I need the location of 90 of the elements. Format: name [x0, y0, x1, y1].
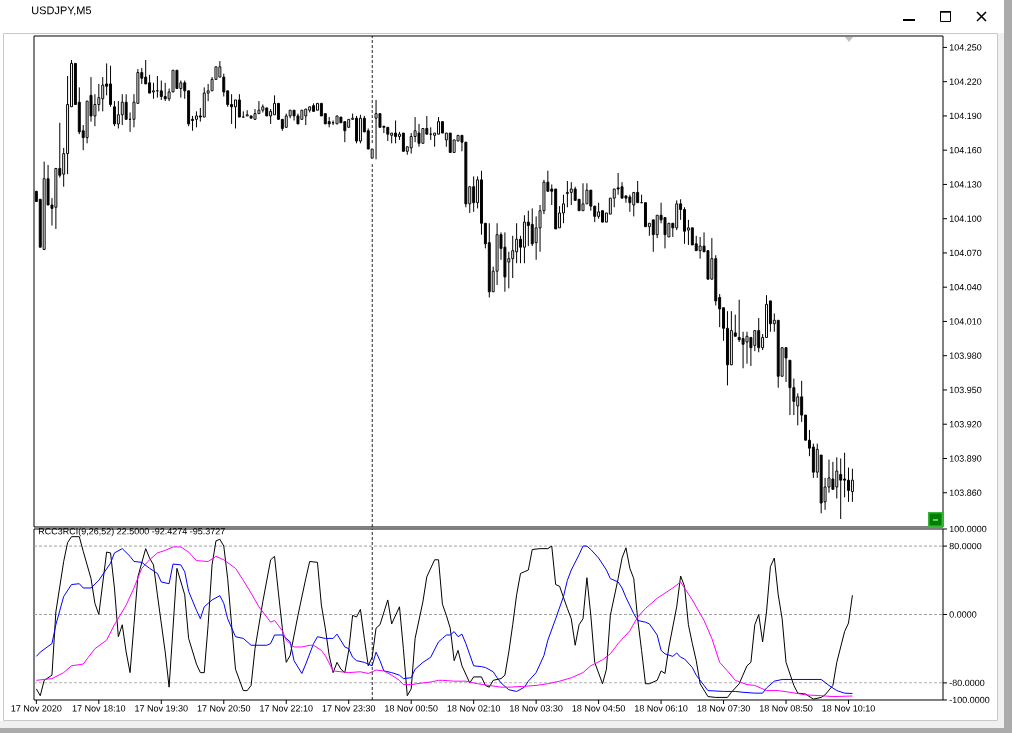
candlestick: [632, 191, 636, 217]
y-tick-label: 104.160: [949, 146, 982, 154]
x-tick-label: 18 Nov 02:10: [447, 705, 501, 712]
candlestick: [643, 202, 647, 228]
candlestick: [601, 210, 604, 223]
candlestick: [843, 452, 847, 498]
candlestick: [651, 219, 655, 253]
candlestick: [776, 319, 780, 389]
x-tick-label: 17 Nov 20:50: [197, 705, 251, 712]
candlestick: [565, 180, 569, 208]
candlestick: [421, 127, 425, 144]
candlestick: [847, 467, 850, 503]
candlestick: [292, 109, 296, 121]
y-tick-label: 104.070: [949, 249, 982, 257]
candlestick: [729, 310, 733, 366]
candlestick: [655, 214, 659, 239]
candlestick: [725, 310, 729, 386]
y-tick-label: -100.0000: [949, 696, 990, 704]
candlestick: [230, 93, 234, 125]
x-tick-label: 17 Nov 22:10: [260, 705, 313, 712]
y-tick-label: 104.100: [949, 215, 982, 222]
candlestick: [526, 210, 530, 247]
candlestick: [503, 231, 507, 293]
candlestick: [448, 132, 452, 153]
candlestick: [265, 107, 269, 117]
x-tick-label: 17 Nov 19:30: [135, 705, 188, 712]
y-tick-label: 103.950: [949, 386, 982, 394]
y-tick-label: 103.920: [949, 421, 982, 428]
chart-title: RCC3RCI(9,26,52) 22.5000 -92.4274 -95.3727: [38, 527, 225, 537]
candlestick: [312, 102, 316, 112]
candlestick: [616, 172, 620, 196]
candlestick: [249, 115, 253, 119]
candlestick: [698, 236, 702, 260]
candlestick: [628, 194, 632, 213]
candlestick: [335, 115, 339, 125]
candlestick: [124, 93, 128, 120]
candlestick: [54, 167, 58, 230]
candlestick: [93, 93, 97, 127]
candlestick: [273, 94, 277, 116]
candlestick: [120, 93, 124, 126]
candlestick: [741, 331, 745, 369]
candlestick: [417, 123, 421, 148]
x-tick-label: 18 Nov 07:30: [697, 705, 750, 712]
candlestick: [737, 299, 741, 343]
y-tick-label: 104.040: [949, 284, 982, 291]
x-tick-label: 18 Nov 00:50: [385, 705, 438, 712]
candlestick: [554, 188, 558, 230]
candlestick: [675, 199, 679, 231]
candlestick: [515, 222, 519, 264]
candlestick: [835, 456, 839, 499]
y-tick-label: 104.250: [949, 44, 982, 51]
candlestick: [42, 161, 46, 251]
y-tick-label: 103.890: [949, 455, 982, 462]
candlestick: [253, 108, 257, 120]
y-tick-label: -80.0000: [949, 679, 985, 687]
candlestick: [234, 99, 237, 129]
x-tick-label: 17 Nov 23:30: [322, 705, 376, 712]
candlestick: [850, 468, 854, 503]
candlestick: [511, 235, 515, 279]
y-tick-label: 0.0000: [949, 611, 977, 618]
candlestick: [663, 217, 667, 249]
y-tick-label: 104.010: [949, 318, 982, 325]
y-tick-label: 104.190: [949, 112, 982, 120]
x-tick-label: 18 Nov 03:30: [510, 705, 563, 712]
x-tick-label: 18 Nov 08:50: [759, 705, 813, 712]
candlestick: [175, 69, 179, 90]
x-tick-label: 18 Nov 04:50: [572, 705, 626, 712]
candlestick: [745, 331, 749, 365]
candlestick: [163, 82, 167, 102]
candlestick: [159, 80, 163, 101]
x-tick-label: 17 Nov 18:10: [72, 705, 126, 712]
y-tick-label: 103.860: [949, 489, 982, 496]
y-tick-label: 100.0000: [949, 525, 987, 533]
candlestick: [839, 457, 843, 520]
chart-title: USDJPY,M5: [32, 6, 92, 16]
x-tick-label: 18 Nov 06:10: [635, 705, 688, 712]
y-tick-label: 103.980: [949, 352, 982, 359]
x-tick-label: 18 Nov 10:10: [822, 705, 875, 712]
candlestick: [683, 206, 686, 245]
candlestick: [788, 359, 792, 416]
candlestick: [347, 118, 351, 128]
y-tick-label: 80.0000: [949, 542, 982, 550]
y-tick-label: 104.130: [949, 181, 982, 188]
y-tick-label: 104.220: [949, 78, 982, 85]
candlestick: [581, 182, 585, 212]
candlestick: [472, 175, 476, 213]
candlestick: [401, 132, 405, 152]
x-tick-label: 17 Nov 2020: [11, 705, 62, 712]
candlestick: [296, 113, 300, 125]
candlestick: [636, 180, 640, 204]
